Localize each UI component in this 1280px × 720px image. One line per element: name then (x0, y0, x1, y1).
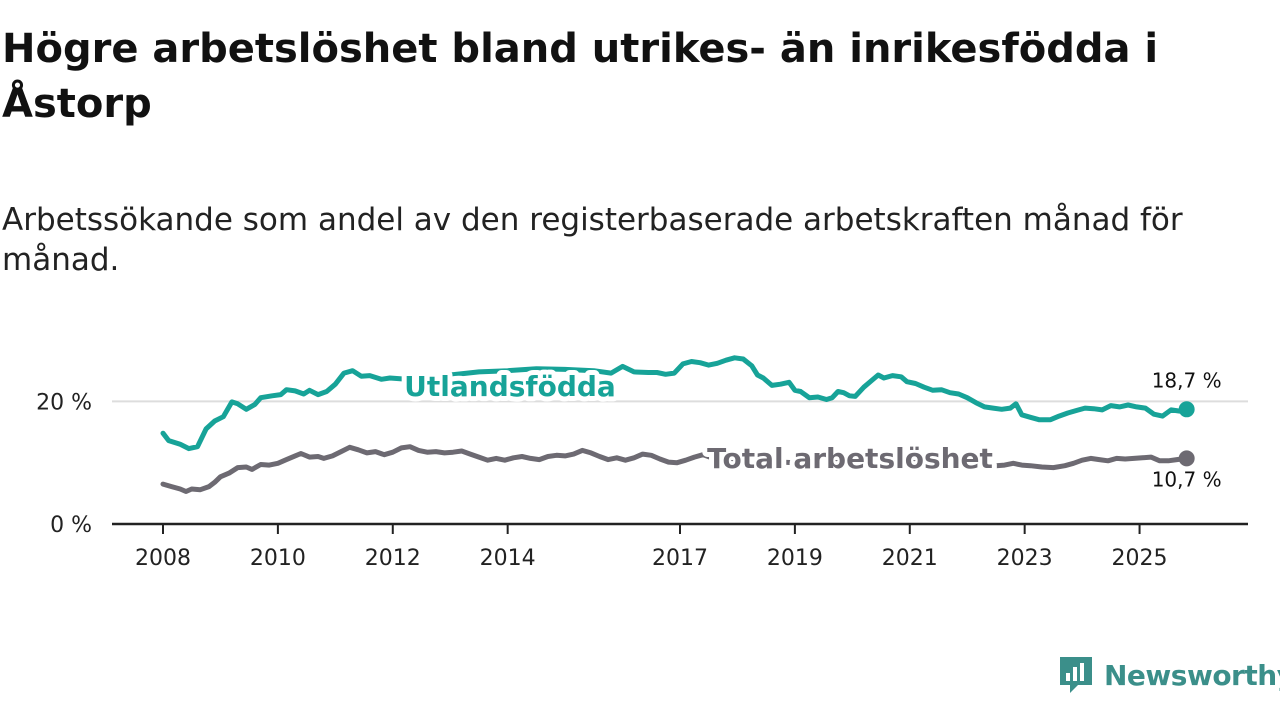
series-lines (160, 355, 1195, 494)
newsworthy-logo-icon (1060, 657, 1092, 693)
series-end-marker (1178, 450, 1195, 467)
x-tick-label: 2023 (997, 546, 1053, 571)
x-tick-label: 2021 (882, 546, 938, 571)
x-tick-label: 2010 (250, 546, 306, 571)
x-tick-label: 2012 (365, 546, 421, 571)
series-label-halo: Utlandsfödda (404, 370, 616, 403)
series-line-total (160, 444, 1190, 494)
line-chart: 0 % 20 % 2008 2010 2012 2014 2017 2019 2021 2023 2… (36, 355, 1248, 571)
labels: 18,7 %10,7 %UtlandsföddaUtlandsföddaTota… (399, 365, 1222, 491)
brand-name: Newsworthy (1104, 658, 1280, 692)
brand-logo[interactable]: Newsworthy (1058, 654, 1280, 696)
series-label-halo: Total arbetslöshet (707, 442, 993, 475)
chart-subtitle: Arbetssökande som andel av den registerb… (2, 202, 1183, 278)
series-label: Total arbetslöshet (707, 442, 993, 475)
y-tick-label: 0 % (50, 513, 92, 538)
x-tick-label: 2014 (480, 546, 536, 571)
x-tick-label: 2025 (1112, 546, 1168, 571)
axes: 0 % 20 % 2008 2010 2012 2014 2017 2019 2021 2023 2… (36, 390, 1248, 571)
series-label: Utlandsfödda (404, 370, 616, 403)
series-end-marker (1178, 401, 1195, 418)
chart-title: Högre arbetslöshet bland utrikes- än inr… (2, 26, 1159, 127)
series-end-label: 18,7 % (1152, 368, 1222, 392)
x-tick-label: 2019 (767, 546, 823, 571)
series-end-label: 10,7 % (1152, 467, 1222, 491)
x-tick-label: 2008 (135, 546, 191, 571)
x-tick-label: 2017 (652, 546, 708, 571)
y-tick-label: 20 % (36, 390, 92, 415)
series-line-utlandsfodda (160, 355, 1190, 452)
